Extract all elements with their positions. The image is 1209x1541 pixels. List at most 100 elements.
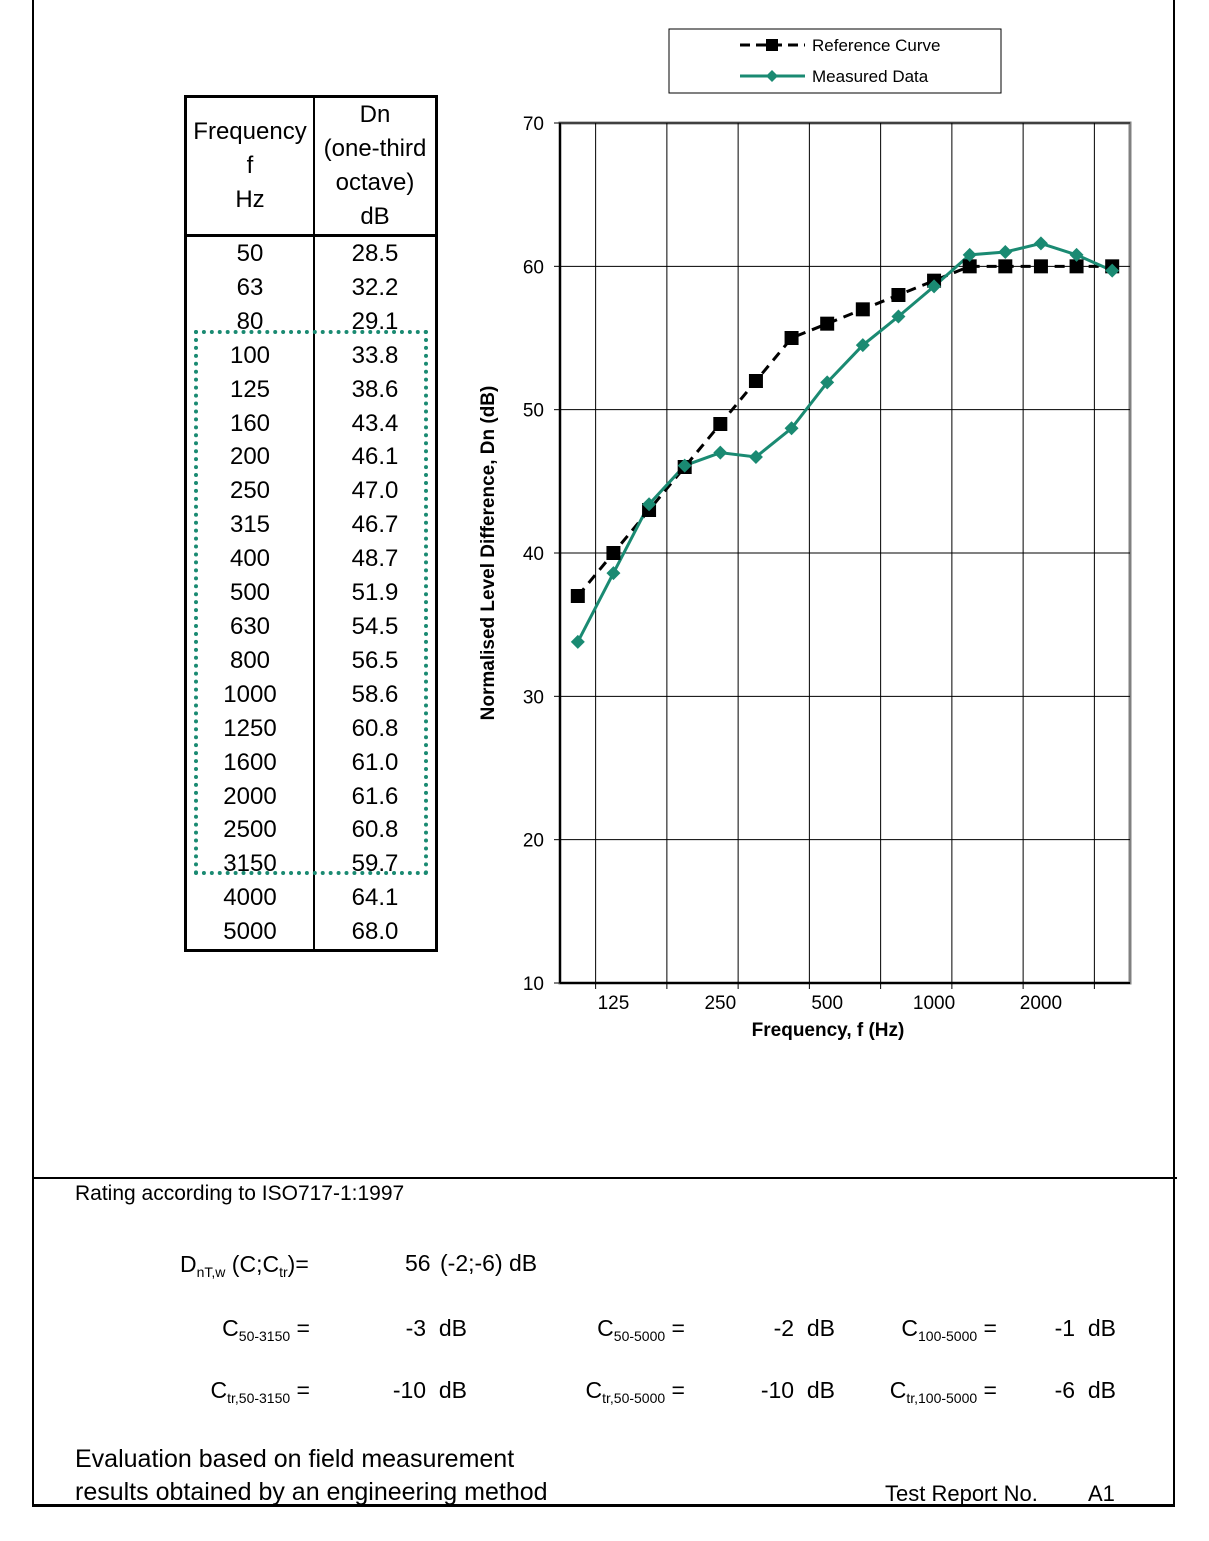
x-tick-label: 1000 [913, 993, 955, 1014]
x-tick-label: 125 [598, 993, 630, 1014]
y-tick-label: 70 [523, 114, 544, 135]
table-row: 250 47.0 [185, 474, 437, 509]
ctr_row-label-0: Ctr,50-3150 = [210, 1377, 310, 1406]
measured-data-point [570, 634, 585, 649]
dn-value-cell: 68.0 [351, 918, 399, 946]
y-tick-label: 50 [523, 401, 544, 422]
ctr_row-subscript: tr,100-5000 [906, 1390, 978, 1406]
c_row-value-1: -2 dB [773, 1315, 835, 1341]
table-row: 200 46.1 [185, 440, 437, 475]
frequency-cell: 1250 [185, 711, 315, 746]
reference-curve-point [1069, 259, 1084, 274]
measured-data-point [998, 245, 1013, 259]
ctr_row-equals: = [977, 1377, 997, 1403]
dn-value-cell: 46.7 [351, 511, 399, 539]
reference-curve-point [713, 417, 728, 431]
ctr_row-value-1: -10 dB [760, 1377, 835, 1403]
legend-reference-marker [766, 39, 778, 51]
measured-data-point [677, 458, 692, 473]
reference-curve-point [606, 546, 621, 560]
ctr_row-value-2: -6 dB [1054, 1377, 1116, 1403]
table-row: 63 32.2 [185, 270, 437, 305]
table-row: 1250 60.8 [185, 711, 437, 746]
dn-value-cell: 60.8 [351, 714, 399, 742]
dn-table: Frequency f Hz Dn (one-third octave) dB … [184, 95, 438, 953]
header-frequency: Frequency f Hz [185, 96, 315, 237]
dn-value-cell: 38.6 [351, 375, 399, 403]
chart-grid [558, 121, 1132, 985]
y-tick-label: 10 [523, 974, 544, 995]
table-row: 2500 60.8 [185, 813, 437, 848]
dn-value-cell: 59.7 [351, 850, 399, 878]
y-axis-label: Normalised Level Difference, Dn (dB) [478, 386, 499, 721]
ctr_row-value-0: -10 dB [392, 1377, 467, 1403]
table-row: 400 48.7 [185, 542, 437, 577]
c_row-subscript: 50-5000 [613, 1328, 666, 1344]
c_row-value-0: -3 dB [405, 1315, 467, 1341]
legend-reference-label: Reference Curve [812, 36, 941, 55]
x-tick-label: 500 [811, 993, 843, 1014]
ctr_row-label-2: Ctr,100-5000 = [890, 1377, 997, 1406]
report-label: Test Report No. [885, 1481, 1038, 1506]
table-row: 2000 61.6 [185, 779, 437, 814]
evaluation-note-line1: Evaluation based on field measurement [75, 1445, 515, 1473]
measured-data-point [927, 279, 942, 294]
reference-curve-point [784, 331, 799, 345]
y-tick-label: 30 [523, 687, 544, 708]
c_row-equals: = [290, 1315, 310, 1341]
x-axis-ticks: 125 250 500 1000 2000 [595, 983, 1095, 1014]
frequency-cell: 1000 [185, 677, 315, 712]
ctr_row-symbol: C [889, 1377, 907, 1403]
table-row: 80 29.1 [185, 304, 437, 339]
dn-value-cell: 32.2 [351, 273, 399, 301]
dntw-c-ctr: (C;C [225, 1251, 280, 1277]
frequency-cell: 630 [185, 609, 315, 644]
measured-data-point [962, 247, 977, 262]
reference-curve-point [748, 374, 763, 388]
frequency-cell: 63 [185, 270, 315, 305]
dntw-equals: )= [287, 1251, 309, 1277]
chart-series [570, 236, 1120, 649]
measured-data-point [891, 309, 906, 324]
frequency-cell: 80 [185, 304, 315, 339]
header-frequency-line: f [246, 152, 254, 179]
header-dn-line: Dn [359, 101, 391, 128]
ctr_row-subscript: tr,50-3150 [227, 1390, 291, 1406]
rating-title: Rating according to ISO717-1:1997 [75, 1182, 405, 1205]
table-body: 50 28.5 63 32.2 80 29.1 100 33.8 125 38.6 160 43.4 2… [185, 235, 437, 951]
dntw-label: DnT,w (C;Ctr)= [180, 1251, 309, 1280]
reference-curve-point [1033, 259, 1048, 274]
table-row: 160 43.4 [185, 406, 437, 441]
ctr_row-subscript: tr,50-5000 [602, 1390, 666, 1406]
frequency-cell: 400 [185, 542, 315, 577]
dn-value-cell: 58.6 [351, 680, 399, 708]
table-row: 500 51.9 [185, 576, 437, 610]
dn-value-cell: 64.1 [351, 884, 399, 912]
ctr_row-equals: = [665, 1377, 685, 1403]
dn-value-cell: 56.5 [351, 646, 399, 674]
frequency-cell: 2000 [185, 779, 315, 814]
dntw-subscript: nT,w [196, 1264, 226, 1280]
table-row: 800 56.5 [185, 643, 437, 678]
ctr_row-label-1: Ctr,50-5000 = [585, 1377, 685, 1406]
table-row: 1600 61.0 [185, 745, 437, 780]
x-tick-label: 2000 [1020, 993, 1062, 1014]
dn-value-cell: 47.0 [351, 477, 399, 505]
frequency-cell: 250 [185, 474, 315, 509]
dn-value-cell: 61.6 [351, 782, 399, 810]
dn-value-cell: 29.1 [351, 307, 399, 335]
dn-value-cell: 60.8 [351, 816, 399, 844]
frequency-cell: 800 [185, 643, 315, 678]
dntw-spectrum-terms: (-2;-6) dB [440, 1250, 538, 1276]
y-tick-label: 60 [523, 257, 544, 278]
legend-box [668, 28, 1002, 94]
dn-value-cell: 54.5 [351, 612, 399, 640]
frequency-cell: 5000 [185, 915, 315, 951]
header-dn-line: dB [360, 203, 390, 230]
rating-divider [32, 1177, 1177, 1179]
c_row-symbol: C [222, 1315, 239, 1341]
measured-data-point [606, 566, 621, 581]
frequency-cell: 50 [185, 235, 315, 271]
dn-value-cell: 61.0 [351, 748, 399, 776]
dn-value-cell: 33.8 [351, 341, 399, 369]
